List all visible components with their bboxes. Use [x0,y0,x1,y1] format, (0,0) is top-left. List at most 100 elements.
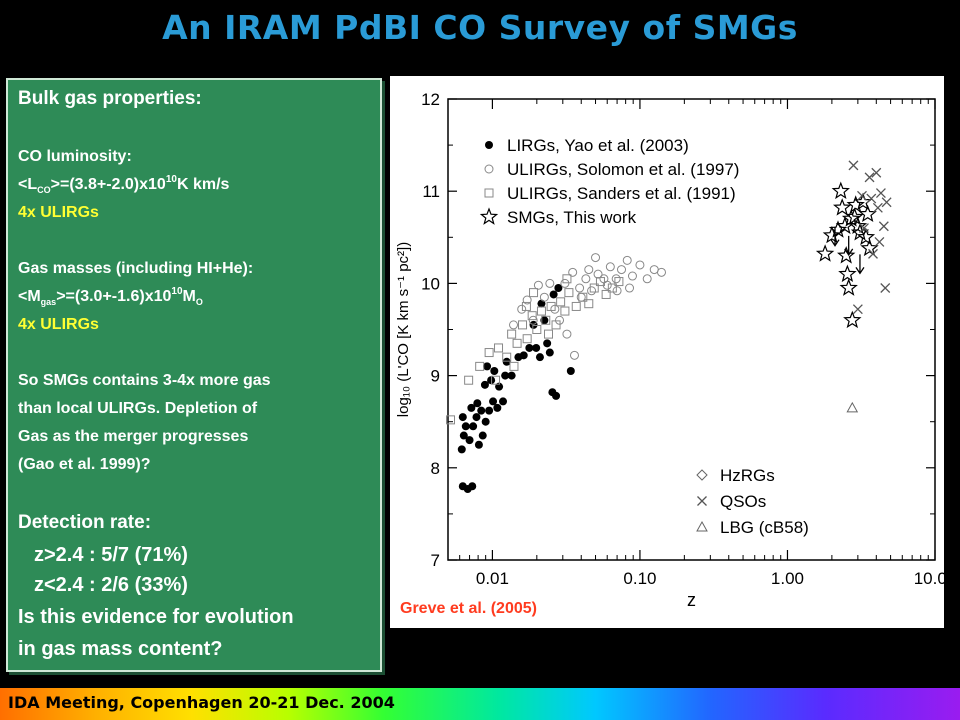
data-point [540,316,549,325]
data-point [457,445,466,454]
figure-credit: Greve et al. (2005) [400,600,537,617]
data-point [627,271,637,281]
data-point [528,315,538,325]
data-point [474,440,483,449]
data-point [533,280,543,290]
data-point [830,226,840,247]
data-point [822,225,842,244]
data-point [614,277,624,287]
co-subscript: CO [37,185,51,195]
data-point [491,375,501,385]
data-point [517,304,527,314]
y-tick-label: 9 [431,367,440,386]
co-unit: K km/s [176,176,230,193]
data-point [578,292,588,302]
data-point [536,306,546,316]
y-tick-label: 7 [431,551,440,570]
detection-rate-high-z: z>2.4 : 5/7 (71%) [34,544,188,566]
y-axis-label: log₁₀ (L'CO [K km s⁻¹ pc²]) [395,242,412,417]
data-point [467,403,476,412]
data-point [601,289,611,299]
co-lt: <L [18,176,38,193]
data-point [589,283,599,293]
data-point [875,188,886,199]
data-point [584,265,594,275]
co-ratio: 4x ULIRGs [18,204,99,221]
x-axis-label: z [687,590,696,610]
data-point [845,207,864,225]
data-point [838,264,857,283]
data-point [843,310,862,329]
data-point [545,278,555,288]
gas-properties-panel: Bulk gas properties: CO luminosity: <LCO… [6,78,382,672]
data-point [871,167,882,178]
data-point [490,366,499,375]
data-point [509,320,519,330]
data-point [605,262,615,272]
data-point [607,283,617,293]
data-point [522,334,532,344]
data-point [527,311,537,321]
data-point [828,220,848,238]
data-point [617,265,627,275]
data-point [560,278,570,288]
data-point [552,391,561,400]
data-point [543,339,552,348]
co-luminosity-label: CO luminosity: [18,148,132,165]
data-point [519,351,528,360]
data-point [874,236,885,247]
data-point [846,401,859,413]
data-point [512,338,522,348]
question-line: Is this evidence for evolution [18,606,294,628]
data-point [489,397,498,406]
gas-unit-subscript: O [195,297,203,307]
legend-label: LBG (cB58) [720,518,809,537]
data-point [839,278,858,296]
data-point [522,295,532,305]
data-point [569,350,579,360]
footer-bar: IDA Meeting, Copenhagen 20-21 Dec. 2004 [0,688,960,720]
data-point [494,343,504,353]
y-tick-label: 12 [421,90,440,109]
data-point [611,274,621,284]
data-point [866,193,877,204]
data-point [622,255,632,265]
data-point [551,320,561,330]
data-point [458,413,467,422]
data-point [832,198,852,216]
co-exponent: 10 [165,174,177,185]
gas-mass-value: <Mgas>=(3.0+-1.6)x1010MO [18,286,203,307]
x-tick-label: 0.10 [623,569,656,588]
data-point [532,343,541,352]
data-point [859,223,869,234]
y-tick-label: 10 [421,274,440,293]
data-point [864,172,875,183]
scatter-plot: 7 8 9 10 11 12 0.01 0.10 1.00 10.00 z log₁₀ (L'CO [… [395,90,956,610]
data-point [560,306,570,316]
data-point [852,304,863,315]
legend-marker [484,164,494,174]
co-val: >=(3.8+-2.0)x10 [50,176,166,193]
data-point [477,406,486,415]
data-point [878,221,889,232]
data-point [564,288,574,298]
data-point [518,320,528,330]
data-point [502,357,511,366]
data-point [539,292,549,302]
data-point [484,348,494,358]
data-point [656,267,666,277]
detection-rate-heading: Detection rate: [18,512,152,533]
data-point [541,315,551,325]
gas-mass-label: Gas masses (including HI+He): [18,260,254,277]
data-point [595,277,605,287]
data-point [581,274,591,284]
data-point [507,371,516,380]
paragraph-line: than local ULIRGs. Depletion of [18,400,258,417]
data-point [483,362,492,371]
question-line: in gas mass content? [18,638,223,660]
data-point [549,290,558,299]
data-point [571,301,581,311]
data-point [625,283,635,293]
gas-unit: M [182,288,196,305]
data-point [584,299,594,309]
